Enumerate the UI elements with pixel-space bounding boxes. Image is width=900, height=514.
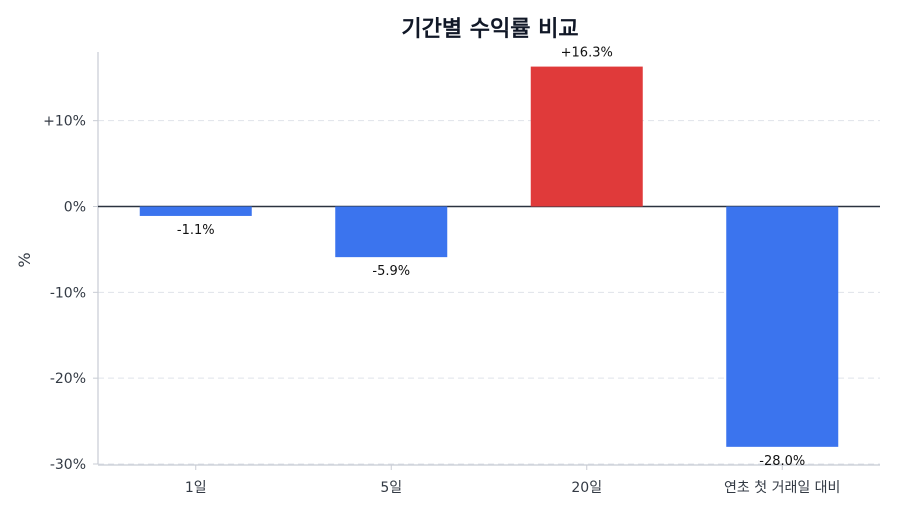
x-tick-label: 5일 [380, 480, 402, 496]
y-tick-label: -30% [50, 457, 86, 473]
x-tick-label: 연초 첫 거래일 대비 [724, 480, 840, 496]
tick-labels: -30% -20% -10% 0% +10% 1일 5일 20일 연초 첫 거래일 대비 [43, 114, 840, 496]
y-tick-label: +10% [43, 114, 86, 130]
y-tick-label: -20% [50, 371, 86, 387]
bars [139, 66, 839, 447]
bar [726, 206, 839, 447]
x-tick-label: 1일 [185, 480, 207, 496]
data-label: +16.3% [561, 46, 613, 61]
data-label: -5.9% [372, 264, 410, 279]
data-label: -1.1% [177, 223, 215, 238]
y-axis-label: % [15, 252, 34, 267]
bar [335, 206, 448, 258]
bar [530, 66, 643, 207]
y-tick-label: 0% [64, 200, 86, 216]
y-tick-label: -10% [50, 285, 86, 301]
data-labels: -1.1% -5.9% +16.3% -28.0% [177, 46, 805, 469]
data-label: -28.0% [759, 454, 805, 469]
x-tick-label: 20일 [571, 480, 602, 496]
chart-title: 기간별 수익률 비교 [401, 17, 578, 42]
bar [139, 206, 252, 216]
